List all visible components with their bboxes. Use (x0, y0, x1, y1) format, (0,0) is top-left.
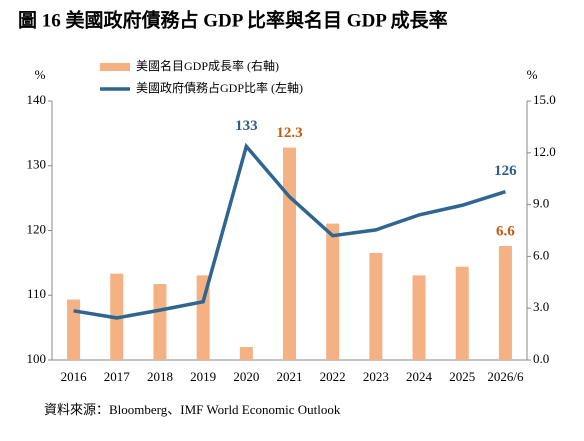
x-tick-label: 2023 (363, 369, 389, 384)
bar (369, 252, 383, 360)
legend-label: 美國政府債務占GDP比率 (左軸) (136, 80, 303, 95)
y-axis-label: % (35, 67, 46, 82)
value-label: 6.6 (496, 223, 515, 239)
legend-label: 美國名目GDP成長率 (右軸) (136, 58, 279, 73)
value-label: 126 (494, 163, 517, 179)
y-tick-label: 140 (27, 92, 47, 107)
bar (455, 266, 469, 360)
y2-tick-label: 9.0 (533, 196, 549, 211)
x-tick-label: 2019 (190, 369, 216, 384)
y2-tick-label: 15.0 (533, 92, 556, 107)
x-tick-label: 2016 (61, 369, 88, 384)
x-tick-label: 2021 (277, 369, 303, 384)
x-tick-label: 2018 (147, 369, 173, 384)
value-label: 133 (235, 118, 258, 134)
x-tick-label: 2026/6 (487, 369, 524, 384)
x-tick-label: 2020 (233, 369, 259, 384)
bar (239, 347, 253, 360)
y-tick-label: 120 (27, 221, 47, 236)
x-tick-label: 2022 (320, 369, 346, 384)
y2-tick-label: 12.0 (533, 144, 556, 159)
y2-tick-label: 3.0 (533, 299, 549, 314)
y-tick-label: 130 (27, 157, 47, 172)
x-tick-label: 2017 (104, 369, 131, 384)
y-tick-label: 100 (27, 351, 47, 366)
y2-axis-label: % (527, 67, 538, 82)
chart-title: 圖 16 美國政府債務占 GDP 比率與名目 GDP 成長率 (18, 8, 448, 31)
legend-swatch (100, 63, 130, 71)
bar (412, 275, 426, 360)
y2-tick-label: 0.0 (533, 351, 549, 366)
bar (283, 147, 296, 360)
y-tick-label: 110 (27, 286, 46, 301)
bar (498, 246, 512, 360)
line (73, 142, 506, 320)
y2-tick-label: 6.0 (533, 247, 549, 262)
value-label: 12.3 (276, 125, 302, 141)
x-tick-label: 2025 (449, 369, 475, 384)
bar (67, 299, 81, 360)
x-tick-label: 2024 (406, 369, 433, 384)
source: 資料來源：Bloomberg、IMF World Economic Outloo… (44, 402, 341, 417)
bar (153, 284, 167, 360)
bar (326, 223, 340, 360)
